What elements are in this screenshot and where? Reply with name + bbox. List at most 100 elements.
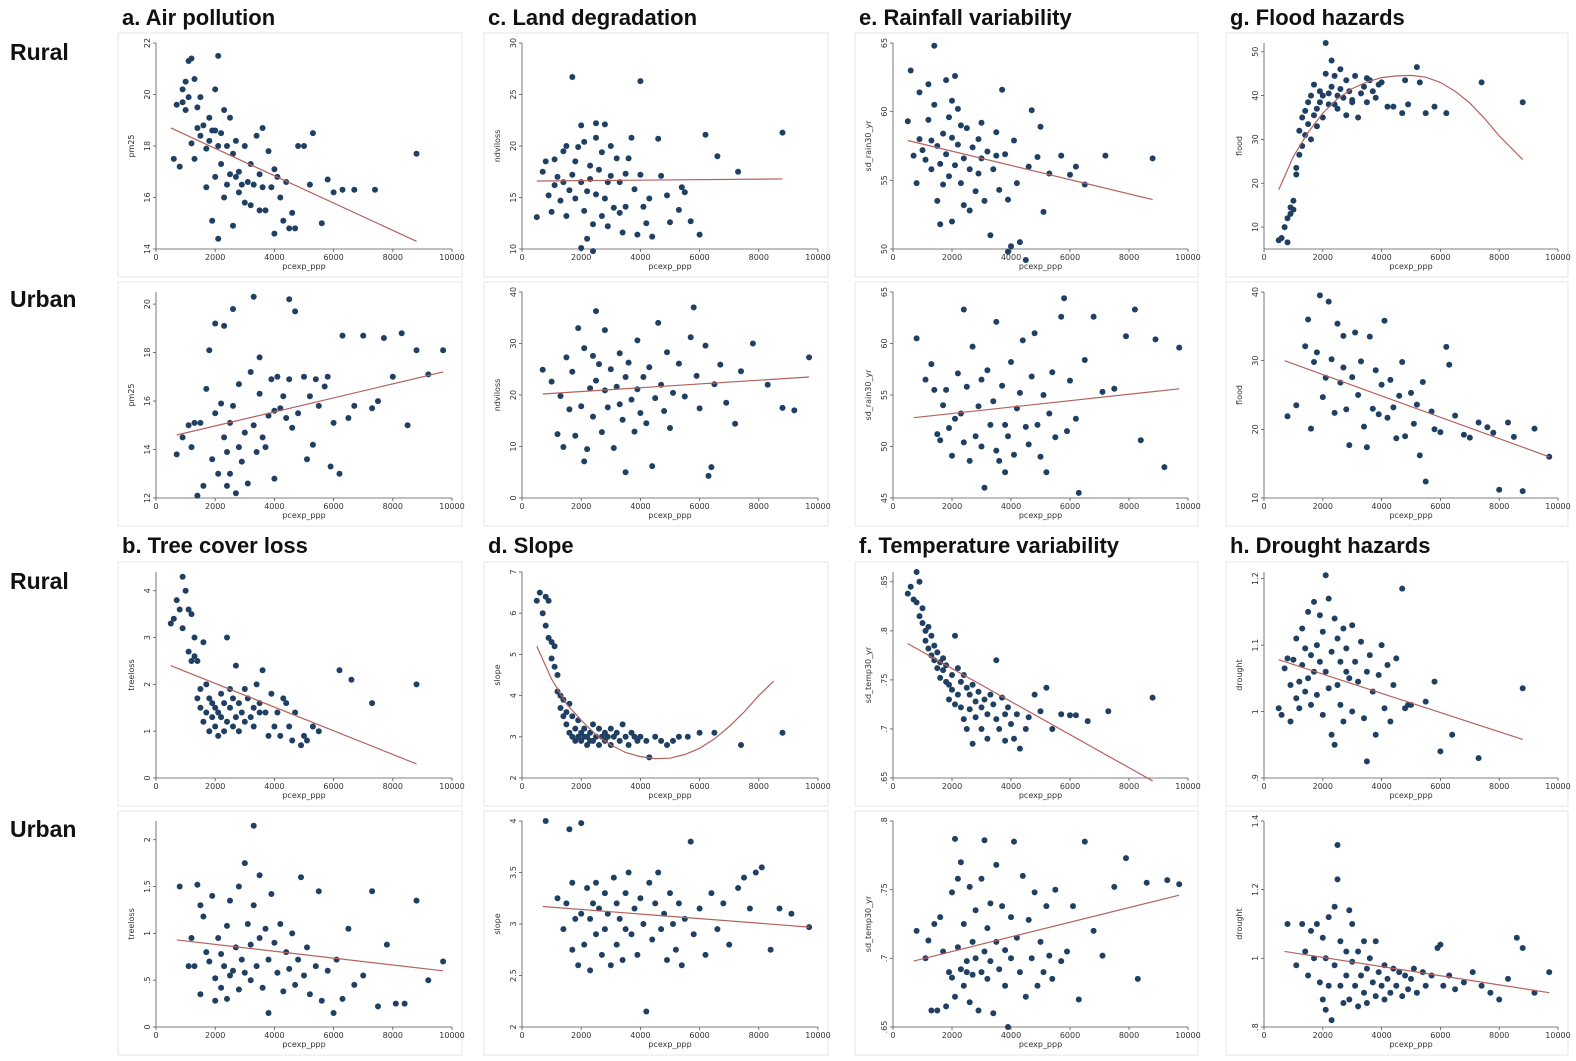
data-point — [224, 482, 230, 489]
data-point — [578, 179, 585, 186]
data-point — [1337, 982, 1344, 989]
data-point — [1313, 691, 1320, 698]
data-point — [670, 921, 676, 927]
data-point — [230, 967, 236, 974]
data-point — [206, 137, 213, 144]
data-point — [1002, 947, 1009, 954]
x-tick-label: 6000 — [1060, 253, 1080, 262]
data-point — [1452, 412, 1459, 419]
y-tick-label: 10 — [1251, 493, 1260, 503]
data-point — [1299, 921, 1306, 927]
data-point — [696, 905, 703, 912]
data-point — [993, 318, 1000, 325]
data-point — [268, 184, 275, 191]
data-point — [1176, 344, 1183, 351]
y-tick-label: 55 — [880, 390, 889, 400]
data-point — [1305, 608, 1312, 615]
data-point — [1505, 419, 1511, 426]
data-point — [1334, 842, 1341, 848]
data-point — [966, 691, 973, 698]
data-point — [1358, 638, 1364, 645]
data-point — [286, 723, 293, 730]
data-point — [206, 114, 213, 121]
data-point — [271, 230, 278, 237]
data-point — [1478, 982, 1485, 989]
data-point — [321, 383, 328, 390]
y-tick-label: 1 — [143, 931, 152, 936]
data-point — [1422, 478, 1429, 485]
data-point — [622, 733, 629, 740]
data-point — [542, 818, 549, 824]
data-point — [960, 202, 967, 209]
data-point — [372, 186, 378, 193]
data-point — [289, 209, 296, 216]
data-point — [188, 935, 195, 941]
x-tick-label: 8000 — [1489, 502, 1509, 511]
data-point — [212, 127, 219, 134]
data-point — [957, 122, 964, 129]
data-point — [1387, 718, 1394, 725]
x-tick-label: 6000 — [1430, 253, 1450, 262]
data-point — [681, 393, 688, 400]
data-point — [628, 729, 635, 736]
chart-frame — [854, 32, 1199, 278]
data-point — [306, 393, 313, 400]
x-tick-label: 8000 — [1119, 782, 1139, 791]
data-point — [563, 709, 570, 716]
data-point — [1316, 658, 1323, 665]
data-point — [631, 186, 638, 193]
y-tick-label: 6 — [509, 611, 518, 616]
data-point — [265, 956, 272, 963]
data-point — [1287, 718, 1294, 725]
data-point — [1016, 389, 1023, 396]
data-point — [289, 737, 296, 744]
data-point — [928, 632, 935, 639]
data-point — [545, 597, 552, 604]
data-point — [227, 897, 233, 904]
data-point — [966, 999, 973, 1006]
data-point — [440, 347, 447, 354]
data-point — [696, 231, 703, 238]
data-point — [1008, 721, 1014, 727]
data-point — [619, 721, 626, 728]
panel-title-e: e. Rainfall variability — [859, 5, 1073, 30]
row-label-urban-bottom: Urban — [10, 816, 76, 842]
data-point — [649, 463, 656, 470]
data-point — [345, 415, 352, 421]
data-point — [984, 975, 991, 982]
x-tick-label: 6000 — [689, 782, 709, 791]
data-point — [1308, 927, 1314, 934]
data-point — [596, 725, 602, 732]
data-point — [545, 192, 552, 199]
data-point — [572, 432, 579, 439]
data-point — [572, 195, 579, 202]
data-point — [215, 143, 222, 149]
data-point — [557, 393, 564, 399]
data-point — [351, 402, 358, 409]
data-point — [256, 935, 263, 941]
data-point — [625, 869, 632, 876]
y-tick-label: 20 — [143, 299, 152, 309]
fit-line — [542, 376, 810, 395]
y-tick-label: 0 — [143, 775, 152, 780]
data-point — [250, 723, 257, 730]
data-point — [1337, 86, 1344, 92]
data-point — [304, 944, 310, 951]
data-point — [940, 130, 947, 137]
data-point — [191, 634, 198, 641]
data-point — [1384, 414, 1391, 421]
data-point — [1381, 705, 1388, 712]
data-point — [545, 634, 552, 641]
data-point — [607, 725, 614, 732]
data-point — [687, 334, 694, 341]
data-point — [937, 914, 944, 921]
data-point — [999, 903, 1006, 910]
data-point — [952, 701, 958, 708]
data-point — [993, 152, 1000, 159]
data-point — [1343, 112, 1350, 119]
data-point — [256, 390, 263, 397]
y-tick-label: 40 — [1251, 287, 1260, 297]
data-point — [1016, 969, 1023, 976]
data-point — [972, 698, 979, 705]
data-point — [658, 172, 665, 179]
